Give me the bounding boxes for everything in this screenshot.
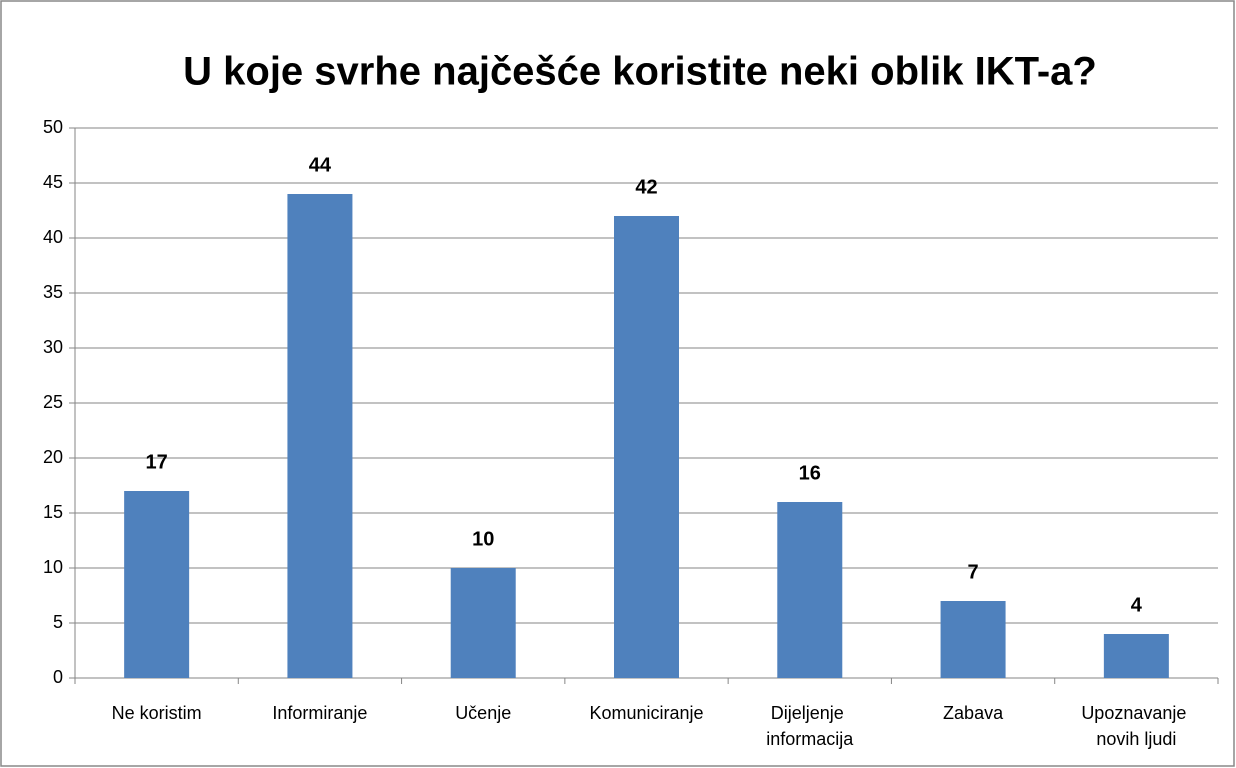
- data-label: 7: [968, 561, 979, 583]
- y-tick-label: 30: [43, 337, 63, 357]
- y-tick-label: 20: [43, 447, 63, 467]
- data-label: 17: [146, 451, 168, 473]
- data-label: 16: [799, 462, 821, 484]
- chart-title: U koje svrhe najčešće koristite neki obl…: [183, 50, 1097, 94]
- x-tick-label: Učenje: [455, 703, 511, 723]
- data-label: 44: [309, 154, 332, 176]
- y-tick-label: 5: [53, 612, 63, 632]
- data-label: 42: [635, 176, 657, 198]
- data-label: 4: [1131, 594, 1143, 616]
- x-tick-label: Upoznavanje novih ljudi: [1081, 703, 1191, 749]
- x-tick-label-line: Dijeljenje: [771, 703, 849, 723]
- y-tick-label: 15: [43, 502, 63, 522]
- y-tick-label: 0: [53, 667, 63, 687]
- x-tick-label: Komuniciranje: [589, 703, 703, 723]
- x-tick-label: Dijeljenje informacija: [766, 703, 854, 749]
- x-tick-label: Ne koristim: [112, 703, 202, 723]
- y-tick-label: 45: [43, 172, 63, 192]
- y-tick-label: 35: [43, 282, 63, 302]
- x-tick-label: Zabava: [943, 703, 1004, 723]
- y-tick-label: 50: [43, 117, 63, 137]
- x-tick-label: Informiranje: [272, 703, 367, 723]
- x-tick-label-line: informacija: [766, 729, 854, 749]
- y-tick-label: 10: [43, 557, 63, 577]
- y-tick-label: 25: [43, 392, 63, 412]
- y-tick-label: 40: [43, 227, 63, 247]
- x-tick-label-line: Upoznavanje: [1081, 703, 1191, 723]
- bar: [1103, 634, 1169, 678]
- bar: [940, 601, 1006, 678]
- bar: [777, 502, 843, 678]
- bar: [614, 216, 679, 678]
- bar: [287, 194, 353, 678]
- bar: [450, 568, 516, 678]
- data-label: 10: [472, 528, 494, 550]
- x-tick-label-line: novih ljudi: [1096, 729, 1176, 749]
- bar: [124, 491, 190, 678]
